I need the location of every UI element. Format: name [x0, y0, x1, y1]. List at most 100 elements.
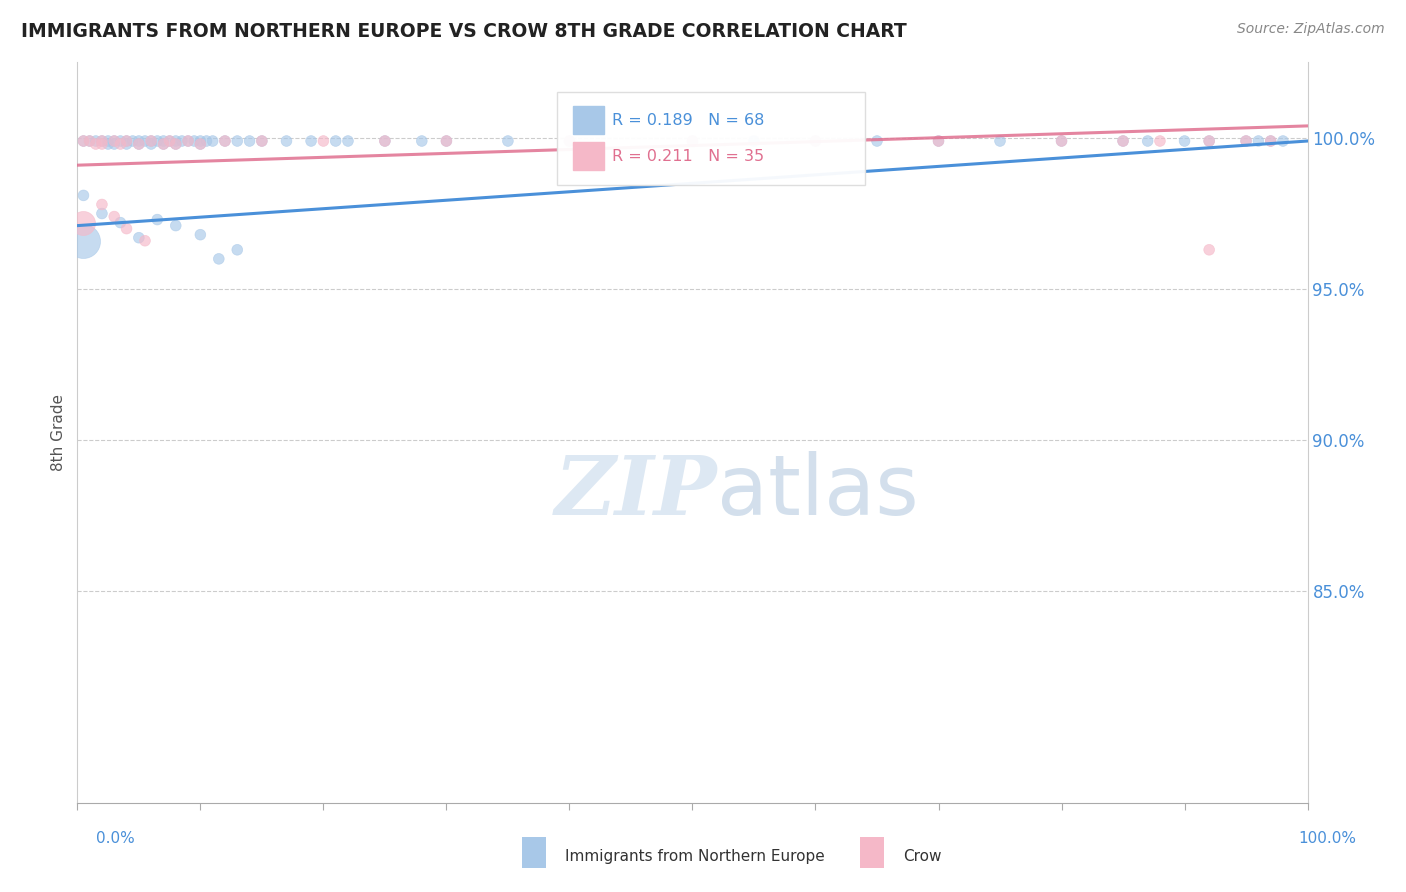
Point: [226, 134, 249, 148]
Point: [1174, 134, 1197, 148]
Point: [146, 212, 169, 227]
Point: [374, 134, 396, 148]
Point: [299, 134, 322, 148]
Point: [436, 134, 458, 148]
Text: IMMIGRANTS FROM NORTHERN EUROPE VS CROW 8TH GRADE CORRELATION CHART: IMMIGRANTS FROM NORTHERN EUROPE VS CROW …: [21, 22, 907, 41]
Point: [128, 136, 150, 151]
Bar: [574, 142, 605, 169]
Point: [128, 134, 150, 148]
Point: [90, 206, 114, 220]
Point: [128, 136, 150, 151]
Point: [1234, 134, 1257, 148]
Point: [188, 136, 212, 151]
Point: [79, 134, 101, 148]
Point: [165, 136, 187, 151]
Point: [1198, 243, 1220, 257]
Point: [90, 134, 114, 148]
Point: [103, 134, 125, 148]
Point: [188, 134, 212, 148]
Point: [128, 230, 150, 244]
Point: [374, 134, 396, 148]
Point: [188, 227, 212, 242]
Point: [115, 134, 138, 148]
Point: [250, 134, 273, 148]
Point: [201, 134, 224, 148]
Point: [72, 234, 94, 248]
Point: [928, 134, 950, 148]
Y-axis label: 8th Grade: 8th Grade: [51, 394, 66, 471]
Point: [1198, 134, 1220, 148]
Point: [159, 134, 181, 148]
Point: [152, 134, 174, 148]
Point: [804, 134, 827, 148]
Point: [804, 134, 827, 148]
Text: ZIP: ZIP: [554, 452, 717, 532]
Point: [226, 243, 249, 257]
Point: [337, 134, 360, 148]
Point: [134, 234, 156, 248]
Point: [110, 216, 132, 230]
Point: [325, 134, 347, 148]
FancyBboxPatch shape: [557, 92, 865, 185]
Point: [1260, 134, 1282, 148]
Point: [141, 136, 163, 151]
Text: atlas: atlas: [717, 451, 918, 533]
Point: [97, 136, 120, 151]
Point: [1247, 134, 1270, 148]
Point: [110, 136, 132, 151]
Point: [928, 134, 950, 148]
Point: [141, 134, 163, 148]
Text: R = 0.211   N = 35: R = 0.211 N = 35: [613, 149, 765, 164]
Point: [1050, 134, 1073, 148]
Text: Immigrants from Northern Europe: Immigrants from Northern Europe: [565, 849, 825, 863]
Point: [250, 134, 273, 148]
Point: [208, 252, 231, 266]
Point: [152, 136, 174, 151]
Point: [103, 210, 125, 224]
Point: [79, 134, 101, 148]
Point: [152, 136, 174, 151]
Point: [183, 134, 205, 148]
Point: [742, 134, 765, 148]
Point: [141, 134, 163, 148]
Point: [115, 136, 138, 151]
Point: [170, 134, 193, 148]
Point: [1112, 134, 1135, 148]
Point: [165, 136, 187, 151]
Point: [239, 134, 262, 148]
Point: [165, 219, 187, 233]
Point: [866, 134, 889, 148]
Point: [103, 134, 125, 148]
Text: Crow: Crow: [903, 849, 941, 863]
Point: [1260, 134, 1282, 148]
Point: [72, 188, 94, 202]
Text: R = 0.189   N = 68: R = 0.189 N = 68: [613, 112, 765, 128]
Point: [214, 134, 236, 148]
Point: [558, 134, 581, 148]
Point: [165, 134, 187, 148]
Point: [1149, 134, 1171, 148]
Point: [558, 134, 581, 148]
Point: [177, 134, 200, 148]
Point: [214, 134, 236, 148]
Point: [146, 134, 169, 148]
Point: [84, 136, 107, 151]
Point: [134, 134, 156, 148]
Point: [1112, 134, 1135, 148]
Point: [496, 134, 519, 148]
Point: [1272, 134, 1295, 148]
Point: [682, 134, 704, 148]
Point: [195, 134, 218, 148]
Point: [988, 134, 1011, 148]
Text: 100.0%: 100.0%: [1299, 831, 1357, 846]
Point: [276, 134, 298, 148]
Point: [115, 134, 138, 148]
Point: [103, 136, 125, 151]
Point: [90, 197, 114, 211]
Point: [72, 216, 94, 230]
Point: [115, 221, 138, 235]
Point: [72, 134, 94, 148]
Point: [1234, 134, 1257, 148]
Text: Source: ZipAtlas.com: Source: ZipAtlas.com: [1237, 22, 1385, 37]
Point: [159, 134, 181, 148]
